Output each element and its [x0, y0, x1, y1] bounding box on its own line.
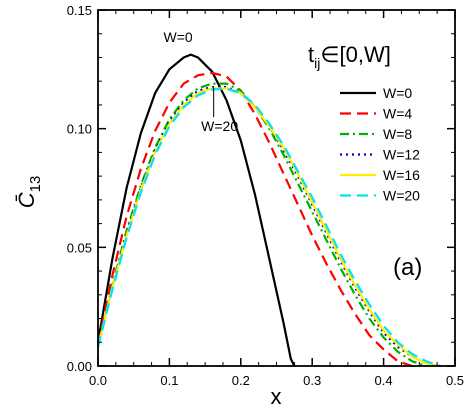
y-tick-label: 0.05: [67, 240, 92, 255]
x-tick-label: 0.0: [89, 373, 107, 388]
legend-label: W=12: [383, 147, 420, 163]
annotations: W=0 W=20: [164, 29, 239, 134]
param-range: ∈[0,W]: [320, 42, 391, 67]
x-tick-label: 0.5: [446, 373, 464, 388]
series-line-w-16: [96, 87, 441, 368]
x-tick-label: 0.1: [160, 373, 178, 388]
legend-label: W=16: [383, 167, 420, 183]
parameter-range-label: tij∈[0,W]: [308, 42, 391, 71]
series-line-w-4: [96, 71, 413, 368]
y-axis-label-subscript: 13: [27, 176, 44, 193]
param-subscript: ij: [314, 55, 320, 71]
x-tick-label: 0.2: [232, 373, 250, 388]
param-t: t: [308, 42, 314, 67]
plot-lines: [96, 53, 442, 368]
y-tick-label: 0.15: [67, 3, 92, 18]
series-line-w-0: [96, 53, 296, 367]
y-axis-label: C̄13: [14, 176, 44, 209]
x-axis-label: x: [271, 384, 282, 409]
x-tick-label: 0.4: [375, 373, 393, 388]
series-line-w-20: [96, 87, 442, 368]
y-tick-label: 0.00: [67, 359, 92, 374]
annotation-w0: W=0: [164, 29, 193, 45]
legend-label: W=8: [383, 126, 412, 142]
panel-label: (a): [393, 254, 422, 281]
x-tick-label: 0.3: [303, 373, 321, 388]
legend: W=0 W=4 W=8 W=12 W=16 W=20: [340, 85, 420, 204]
legend-label: W=20: [383, 188, 420, 204]
legend-label: W=0: [383, 85, 412, 101]
annotation-w20: W=20: [201, 118, 238, 134]
y-axis-label-main: C̄: [14, 192, 39, 208]
legend-label: W=4: [383, 106, 412, 122]
axes: 0.0 0.1 0.2 0.3 0.4 0.5 0.00 0.05 0.10 0.15: [67, 3, 464, 388]
y-tick-label: 0.10: [67, 122, 92, 137]
